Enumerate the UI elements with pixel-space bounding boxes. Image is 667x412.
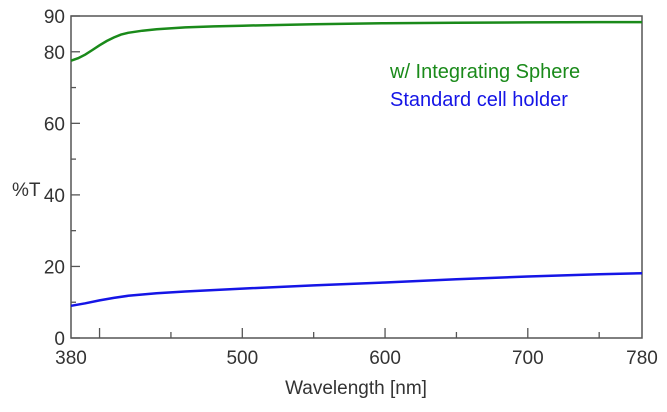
x-tick-label: 500 bbox=[226, 348, 258, 369]
y-tick-label: 0 bbox=[54, 329, 65, 350]
series-line-0 bbox=[70, 20, 642, 62]
y-tick-label: 20 bbox=[44, 257, 65, 278]
x-tick-label: 780 bbox=[626, 348, 658, 369]
x-tick-label: 380 bbox=[55, 348, 87, 369]
y-tick-label: 60 bbox=[44, 114, 65, 135]
legend-entry-0: w/ Integrating Sphere bbox=[389, 61, 580, 83]
y-tick-label: 40 bbox=[44, 186, 65, 207]
x-axis-label: Wavelength [nm] bbox=[285, 378, 427, 399]
legend-entry-1: Standard cell holder bbox=[390, 89, 568, 111]
y-tick-label: 90 bbox=[44, 7, 65, 28]
x-tick-label: 700 bbox=[512, 348, 544, 369]
series-line-1 bbox=[70, 271, 643, 308]
x-tick-label: 600 bbox=[369, 348, 401, 369]
y-axis-label: %T bbox=[12, 180, 41, 201]
plot-frame bbox=[70, 15, 643, 339]
y-tick-label: 80 bbox=[44, 43, 65, 64]
